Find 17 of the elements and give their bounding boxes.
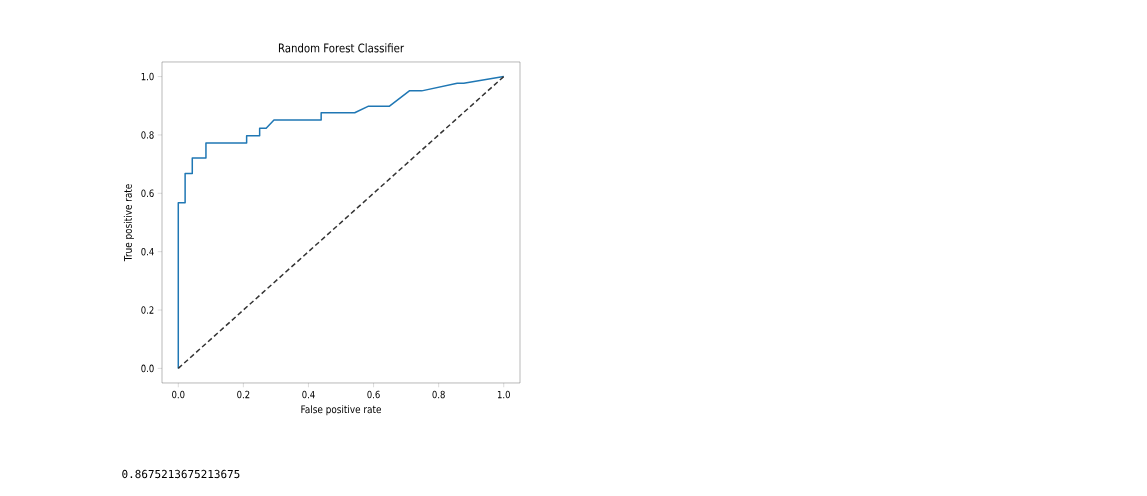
y-tick-label: 1.0 [141,72,154,81]
y-tick-label: 0.4 [141,247,154,256]
x-tick-label: 0.8 [432,390,445,399]
y-tick-label: 0.2 [141,306,154,314]
x-tick-label: 0.0 [172,390,185,399]
x-tick-label: 0.4 [302,390,315,399]
y-tick-label: 0.6 [141,189,154,198]
text: 0.8675213675213675 [122,469,240,479]
y-tick-label: 0.0 [141,364,154,373]
line-series [177,75,505,370]
x-tick-label: 1.0 [497,390,510,399]
x-axis-title: False positive rate [301,405,381,416]
chart-title: Random Forest Classifier [278,43,405,53]
y-axis-title: True positive rate [123,184,134,262]
x-tick-label: 0.2 [237,390,250,399]
y-tick-label: 0.8 [141,131,154,139]
x-tick-label: 0.6 [367,390,380,399]
